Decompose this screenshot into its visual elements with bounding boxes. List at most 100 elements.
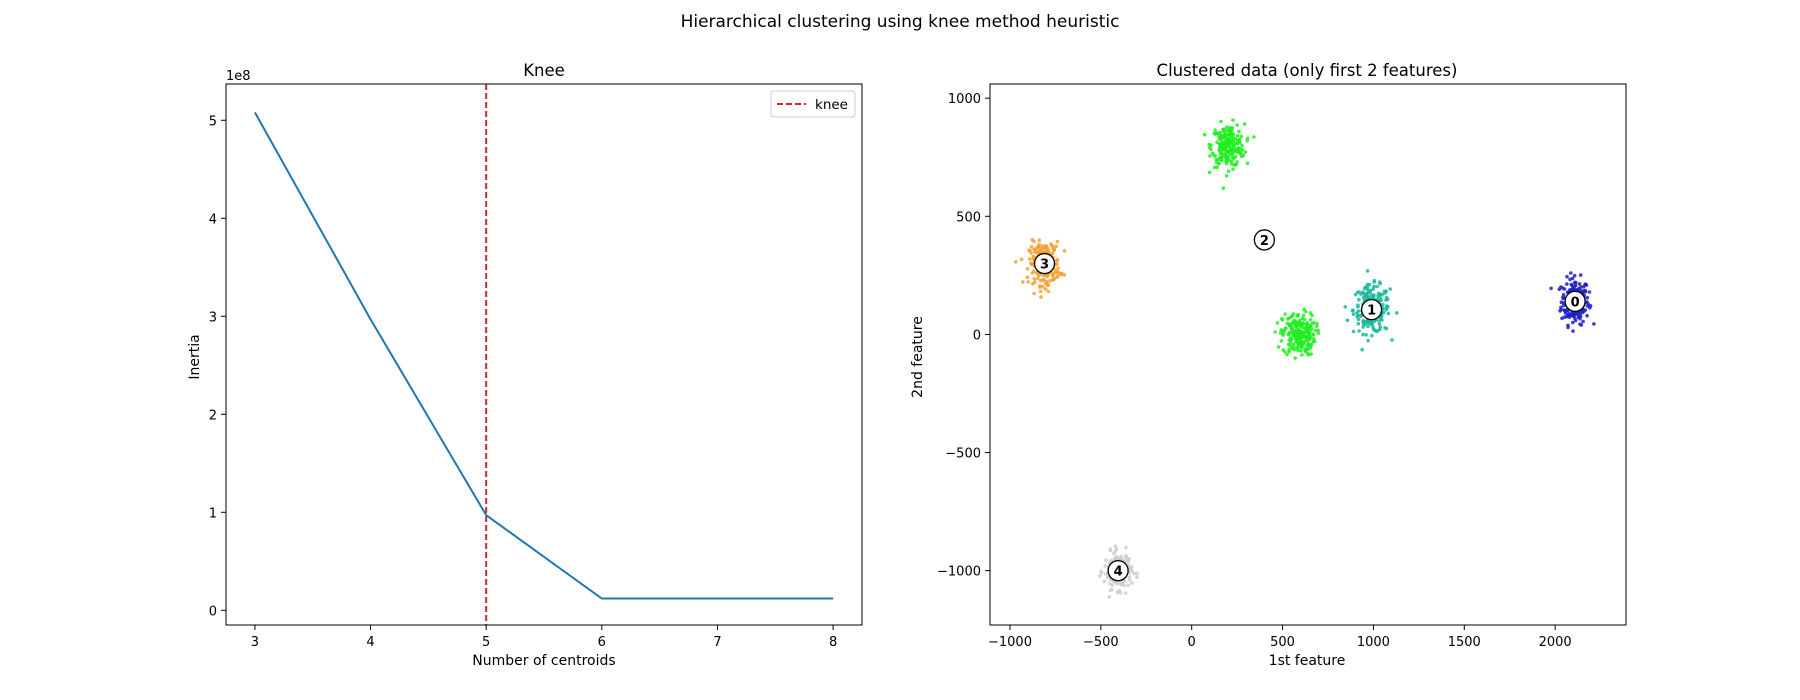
cluster-point-2 xyxy=(1285,352,1289,357)
cluster-point-2 xyxy=(1294,333,1298,338)
cluster-point-2 xyxy=(1214,160,1219,165)
cluster-point-1 xyxy=(1372,278,1377,283)
cluster-point-3 xyxy=(1039,295,1043,299)
cluster-point-2 xyxy=(1243,150,1248,154)
cluster-point-2 xyxy=(1297,334,1302,338)
cluster-point-4 xyxy=(1098,574,1102,578)
cluster-point-4 xyxy=(1127,578,1132,582)
cluster-point-0 xyxy=(1573,318,1578,323)
knee-y-tick-label: 1 xyxy=(209,506,217,521)
cluster-point-3 xyxy=(1045,274,1049,279)
cluster-point-4 xyxy=(1108,581,1112,586)
cluster-point-2 xyxy=(1235,133,1240,138)
cluster-point-1 xyxy=(1395,311,1399,315)
knee-x-tick-label: 5 xyxy=(482,635,490,650)
cluster-x-tick-label: 1000 xyxy=(1357,635,1390,650)
cluster-point-2 xyxy=(1212,153,1216,158)
cluster-point-2 xyxy=(1231,167,1235,171)
cluster-x-tick-label: −500 xyxy=(1083,635,1119,650)
cluster-point-2 xyxy=(1281,333,1285,337)
cluster-point-2 xyxy=(1240,143,1244,148)
cluster-point-2 xyxy=(1296,348,1300,353)
cluster-y-tick-label: 500 xyxy=(956,210,981,225)
cluster-point-1 xyxy=(1361,290,1365,295)
cluster-point-3 xyxy=(1055,262,1059,266)
cluster-point-0 xyxy=(1572,273,1577,278)
cluster-point-0 xyxy=(1569,282,1573,287)
cluster-point-2 xyxy=(1227,126,1232,130)
knee-y-tick-label: 5 xyxy=(209,114,217,129)
cluster-point-2 xyxy=(1287,348,1291,352)
cluster-point-0 xyxy=(1572,280,1577,285)
cluster-y-tick-label: −500 xyxy=(945,447,981,462)
cluster-point-0 xyxy=(1568,277,1572,282)
cluster-point-0 xyxy=(1565,274,1569,279)
cluster-point-3 xyxy=(1025,275,1030,280)
cluster-point-2 xyxy=(1230,126,1234,130)
cluster-center-label-1: 1 xyxy=(1367,304,1376,319)
cluster-point-2 xyxy=(1291,312,1296,316)
cluster-point-2 xyxy=(1209,143,1213,147)
cluster-point-1 xyxy=(1356,321,1361,326)
cluster-point-2 xyxy=(1245,138,1249,143)
cluster-point-0 xyxy=(1585,314,1589,318)
cluster-point-3 xyxy=(1038,245,1043,250)
cluster-point-0 xyxy=(1560,286,1565,290)
cluster-point-3 xyxy=(1040,285,1045,289)
cluster-center-3 xyxy=(1033,252,1056,275)
cluster-point-1 xyxy=(1388,287,1392,291)
cluster-point-2 xyxy=(1217,148,1221,152)
cluster-point-2 xyxy=(1218,142,1222,146)
cluster-point-2 xyxy=(1306,344,1311,349)
cluster-point-2 xyxy=(1218,130,1223,135)
cluster-point-2 xyxy=(1224,133,1228,137)
cluster-point-2 xyxy=(1292,347,1297,352)
cluster-point-4 xyxy=(1099,569,1103,574)
cluster-point-4 xyxy=(1114,581,1119,586)
cluster-point-2 xyxy=(1301,321,1305,326)
cluster-point-2 xyxy=(1297,318,1302,323)
cluster-point-0 xyxy=(1571,320,1575,325)
cluster-point-2 xyxy=(1222,152,1226,156)
cluster-point-1 xyxy=(1370,333,1374,338)
cluster-point-0 xyxy=(1577,282,1582,286)
cluster-x-tick-label: −1000 xyxy=(988,635,1032,650)
cluster-axes-frame xyxy=(989,83,1627,626)
cluster-point-1 xyxy=(1361,332,1365,337)
cluster-y-axis-label: 2nd feature xyxy=(910,316,926,398)
cluster-point-2 xyxy=(1228,152,1232,157)
cluster-point-2 xyxy=(1273,330,1277,334)
cluster-point-2 xyxy=(1235,160,1239,164)
cluster-point-0 xyxy=(1592,322,1596,326)
cluster-point-3 xyxy=(1054,244,1058,248)
cluster-point-4 xyxy=(1120,557,1124,562)
cluster-center-1 xyxy=(1360,298,1383,321)
cluster-point-2 xyxy=(1208,154,1212,158)
cluster-point-1 xyxy=(1350,308,1355,313)
cluster-scatter-points xyxy=(1014,118,1596,599)
cluster-point-0 xyxy=(1565,282,1569,286)
cluster-point-3 xyxy=(1014,260,1018,264)
cluster-point-2 xyxy=(1295,324,1299,328)
cluster-point-1 xyxy=(1390,338,1394,342)
cluster-point-2 xyxy=(1312,320,1316,325)
cluster-point-2 xyxy=(1289,315,1293,320)
cluster-point-0 xyxy=(1578,273,1583,277)
cluster-point-1 xyxy=(1377,319,1382,323)
cluster-point-2 xyxy=(1286,342,1291,347)
cluster-point-3 xyxy=(1035,246,1039,250)
cluster-point-2 xyxy=(1229,129,1234,133)
cluster-point-1 xyxy=(1374,329,1379,334)
cluster-point-2 xyxy=(1245,161,1250,166)
cluster-point-3 xyxy=(1032,277,1036,281)
cluster-point-1 xyxy=(1357,329,1361,333)
cluster-point-4 xyxy=(1126,558,1130,563)
cluster-point-4 xyxy=(1130,581,1134,585)
cluster-center-label-3: 3 xyxy=(1040,258,1049,273)
cluster-point-3 xyxy=(1041,247,1046,252)
cluster-point-2 xyxy=(1301,313,1306,318)
cluster-point-0 xyxy=(1588,304,1593,308)
cluster-point-3 xyxy=(1031,257,1036,262)
cluster-point-2 xyxy=(1237,129,1241,134)
